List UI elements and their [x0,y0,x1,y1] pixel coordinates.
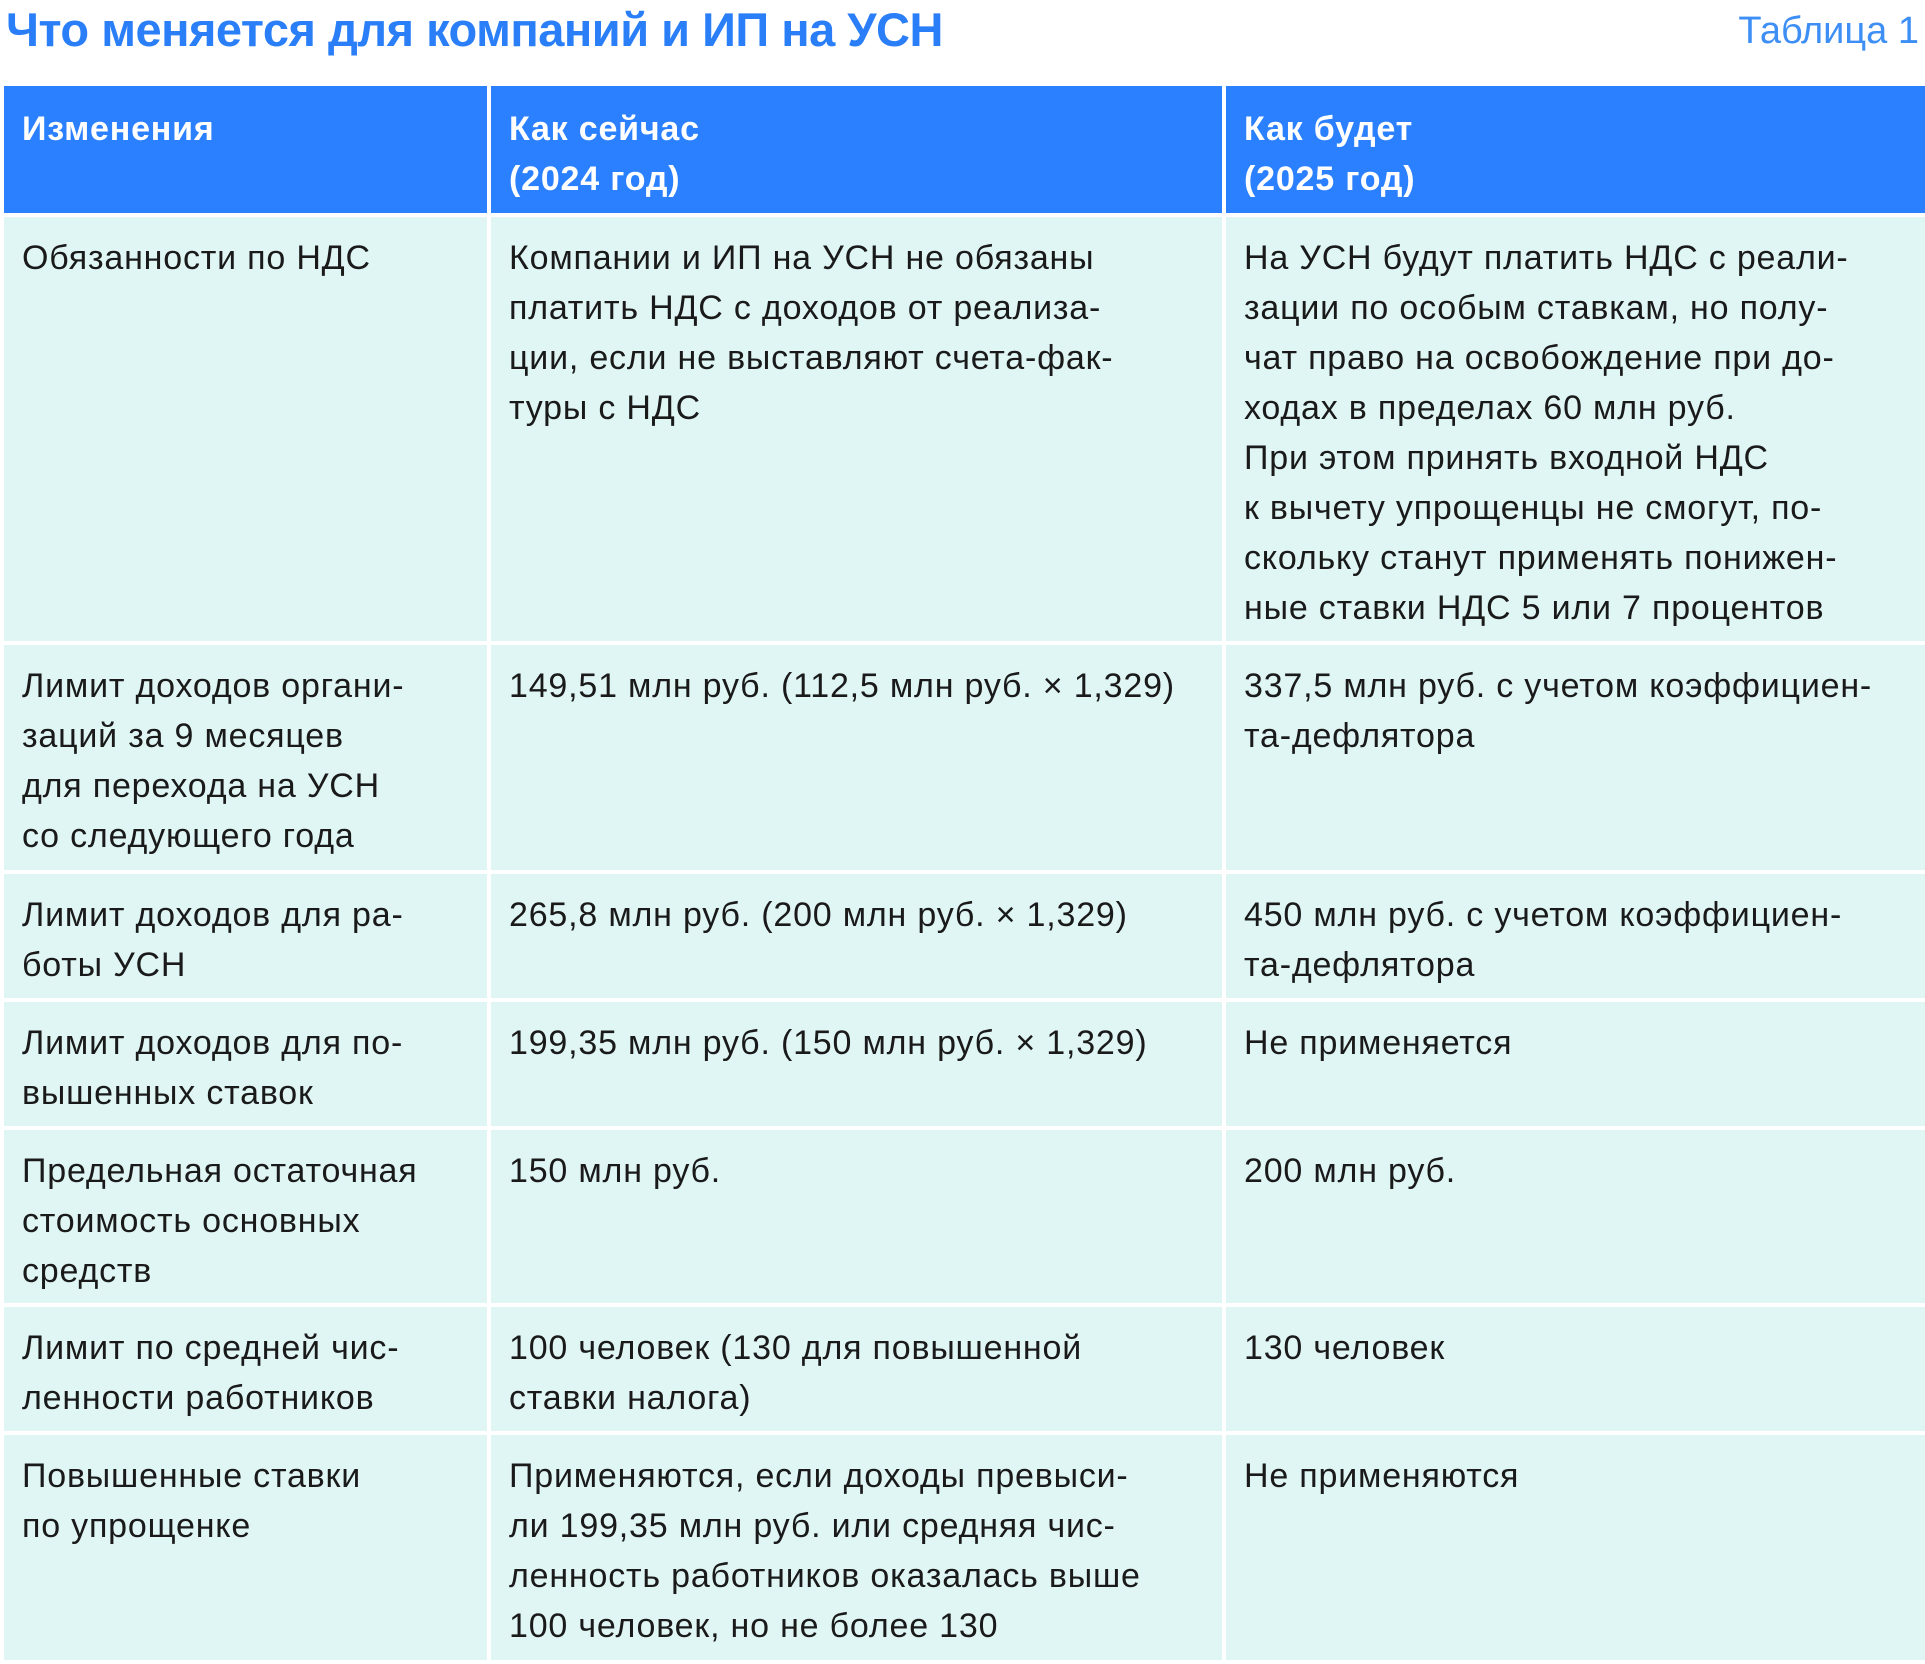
cell-now: 199,35 млн руб. (150 млн руб. × 1,329) [491,1002,1222,1126]
table-row: Предельная остаточная стоимость основных… [4,1130,1925,1303]
cell-future: 337,5 млн руб. с учетом коэффициен- та-д… [1226,645,1925,870]
table-row: Лимит доходов для по- вышенных ставок 19… [4,1002,1925,1126]
header-now: Как сейчас (2024 год) [491,86,1222,213]
cell-change: Предельная остаточная стоимость основных… [4,1130,487,1303]
cell-future: 200 млн руб. [1226,1130,1925,1303]
cell-now: 100 человек (130 для повышенной ставки н… [491,1307,1222,1431]
cell-change: Обязанности по НДС [4,217,487,641]
table-row: Обязанности по НДС Компании и ИП на УСН … [4,217,1925,641]
header-row: Изменения Как сейчас (2024 год) Как буде… [4,86,1925,213]
cell-now: 149,51 млн руб. (112,5 млн руб. × 1,329) [491,645,1222,870]
header-future: Как будет (2025 год) [1226,86,1925,213]
cell-now: Компании и ИП на УСН не обязаны платить … [491,217,1222,641]
header-changes: Изменения [4,86,487,213]
table-row: Лимит доходов для ра- боты УСН 265,8 млн… [4,874,1925,998]
cell-future: Не применяется [1226,1002,1925,1126]
cell-future: На УСН будут платить НДС с реали- зации … [1226,217,1925,641]
table-row: Повышенные ставки по упрощенке Применяют… [4,1435,1925,1660]
table-row: Лимит по средней чис- ленности работнико… [4,1307,1925,1431]
cell-change: Лимит доходов для ра- боты УСН [4,874,487,998]
cell-change: Лимит доходов для по- вышенных ставок [4,1002,487,1126]
usn-changes-table: Изменения Как сейчас (2024 год) Как буде… [0,82,1925,1664]
cell-change: Лимит по средней чис- ленности работнико… [4,1307,487,1431]
cell-change: Лимит доходов органи- заций за 9 месяцев… [4,645,487,870]
cell-now: Применяются, если доходы превыси- ли 199… [491,1435,1222,1660]
table-title: Что меняется для компаний и ИП на УСН [6,3,943,56]
cell-change: Повышенные ставки по упрощенке [4,1435,487,1660]
cell-now: 150 млн руб. [491,1130,1222,1303]
cell-future: 450 млн руб. с учетом коэффициен- та-деф… [1226,874,1925,998]
table-row: Лимит доходов органи- заций за 9 месяцев… [4,645,1925,870]
cell-future: Не применяются [1226,1435,1925,1660]
cell-now: 265,8 млн руб. (200 млн руб. × 1,329) [491,874,1222,998]
cell-future: 130 человек [1226,1307,1925,1431]
table-label: Таблица 1 [1738,10,1919,52]
